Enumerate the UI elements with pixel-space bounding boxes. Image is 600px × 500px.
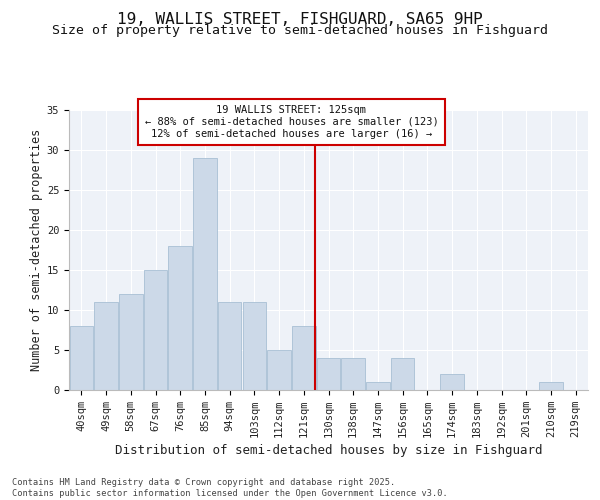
Bar — [169, 246, 192, 390]
Text: 19, WALLIS STREET, FISHGUARD, SA65 9HP: 19, WALLIS STREET, FISHGUARD, SA65 9HP — [117, 12, 483, 28]
Bar — [70, 326, 93, 390]
Bar — [391, 358, 415, 390]
Text: Size of property relative to semi-detached houses in Fishguard: Size of property relative to semi-detach… — [52, 24, 548, 37]
Bar — [119, 294, 143, 390]
X-axis label: Distribution of semi-detached houses by size in Fishguard: Distribution of semi-detached houses by … — [115, 444, 542, 457]
Bar — [440, 374, 464, 390]
Bar — [292, 326, 316, 390]
Bar — [144, 270, 167, 390]
Text: Contains HM Land Registry data © Crown copyright and database right 2025.
Contai: Contains HM Land Registry data © Crown c… — [12, 478, 448, 498]
Y-axis label: Number of semi-detached properties: Number of semi-detached properties — [29, 129, 43, 371]
Bar — [193, 158, 217, 390]
Bar — [94, 302, 118, 390]
Bar — [366, 382, 389, 390]
Bar — [539, 382, 563, 390]
Bar — [317, 358, 340, 390]
Bar — [218, 302, 241, 390]
Bar — [242, 302, 266, 390]
Text: 19 WALLIS STREET: 125sqm
← 88% of semi-detached houses are smaller (123)
12% of : 19 WALLIS STREET: 125sqm ← 88% of semi-d… — [145, 106, 439, 138]
Bar — [341, 358, 365, 390]
Bar — [268, 350, 291, 390]
